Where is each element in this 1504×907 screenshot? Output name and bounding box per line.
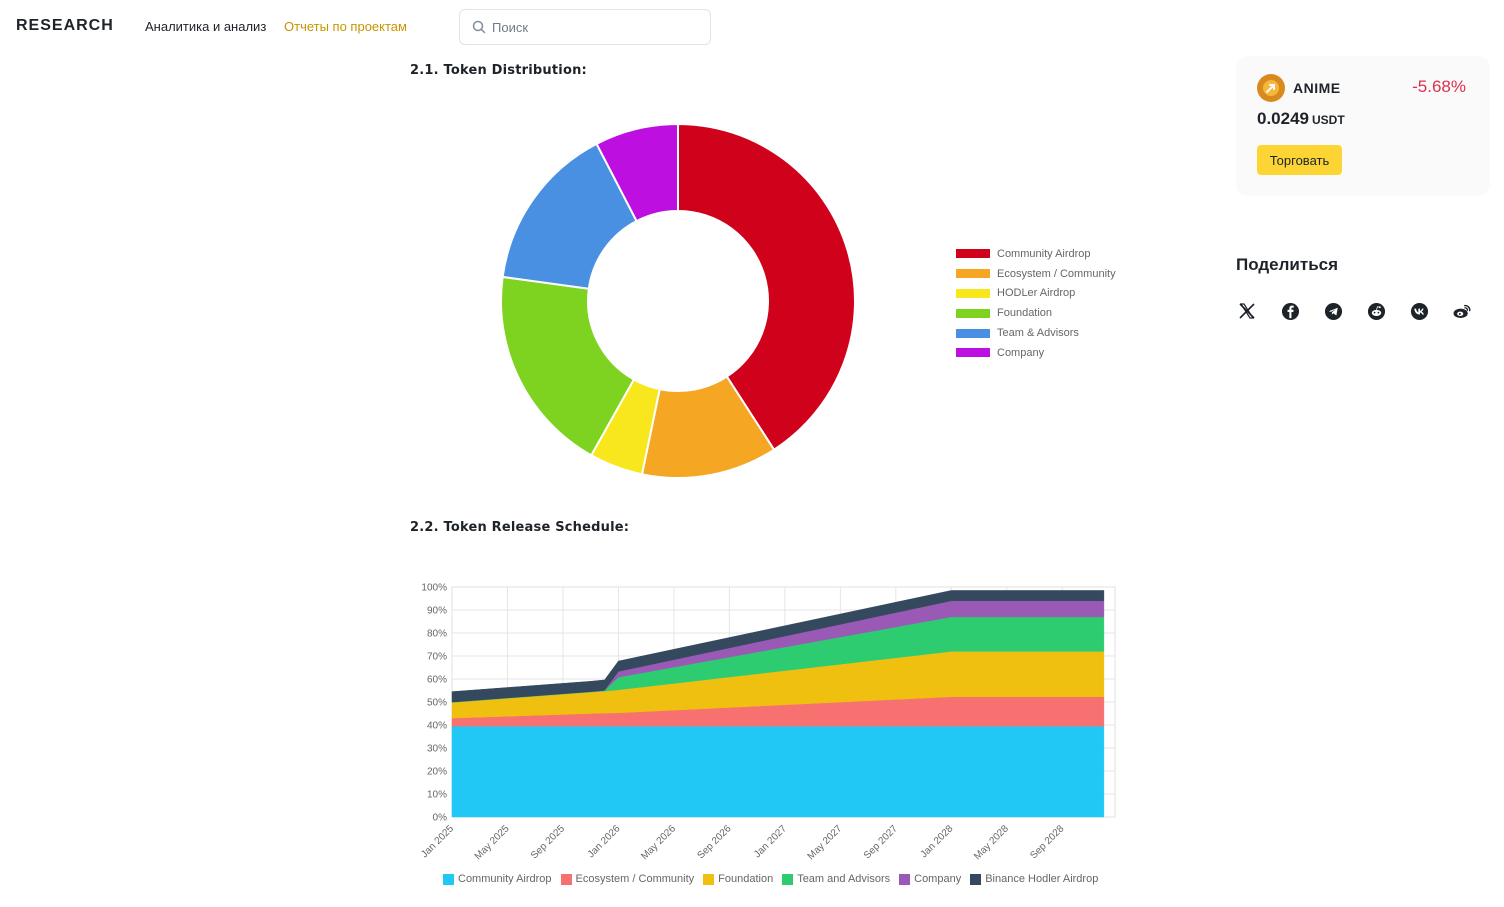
x-tick-label: Sep 2027 [862,823,900,861]
coin-symbol[interactable]: ANIME [1293,80,1341,96]
x-tick-label: May 2028 [972,823,1011,862]
legend-label: Ecosystem / Community [575,873,695,885]
legend-swatch [956,328,990,338]
telegram-icon[interactable] [1322,300,1344,322]
donut-slice-3[interactable] [500,275,636,457]
price-card: ANIME -5.68% 0.0249 USDT Торговать [1236,56,1490,196]
area-series-0[interactable] [451,725,1105,818]
coin-price: 0.0249 USDT [1257,109,1345,129]
share-icons [1236,300,1494,322]
x-tick-label: Jan 2027 [752,823,789,860]
release-legend-item[interactable]: Binance Hodler Airdrop [970,873,1098,885]
reddit-icon[interactable] [1365,300,1387,322]
x-tick-label: Sep 2026 [695,823,733,861]
donut-legend-item[interactable]: Foundation [956,303,1116,323]
release-legend-item[interactable]: Team and Advisors [782,873,890,885]
trade-button[interactable]: Торговать [1257,145,1342,175]
y-tick-label: 20% [427,767,447,778]
legend-swatch [956,249,990,259]
donut-legend-item[interactable]: Community Airdrop [956,244,1116,264]
release-legend: Community Airdrop Ecosystem / Community Fo… [443,873,1107,885]
donut-slice-4[interactable] [501,142,638,290]
legend-label: Binance Hodler Airdrop [985,873,1099,885]
legend-label: Team and Advisors [797,873,891,885]
y-tick-label: 70% [427,652,447,663]
legend-label: Foundation [997,307,1053,320]
y-tick-label: 30% [427,744,447,755]
y-tick-label: 90% [427,606,447,617]
donut-legend: Community Airdrop Ecosystem / Community HO… [956,244,1116,363]
donut-chart [500,122,856,479]
nav-analytics[interactable]: Аналитика и анализ [145,19,267,34]
legend-swatch [956,308,990,318]
price-value: 0.0249 [1257,109,1309,128]
legend-label: Company [997,346,1045,359]
release-legend-item[interactable]: Ecosystem / Community [560,873,695,885]
release-area-chart: 0% 10% 20% 30% 40% 50% 60% 70% 80% 90% 100% Jan 202… [419,583,1116,862]
x-tick-label: Sep 2025 [529,823,567,861]
facebook-icon[interactable] [1279,300,1301,322]
area-series-5[interactable] [451,590,1105,703]
legend-label: Community Airdrop [458,873,552,885]
legend-label: Community Airdrop [997,247,1091,260]
weibo-icon[interactable] [1451,300,1473,322]
donut-slice-0[interactable] [677,122,856,452]
x-tick-label: May 2025 [473,823,512,862]
y-tick-label: 80% [427,629,447,640]
search-input[interactable] [492,19,692,35]
legend-swatch [782,873,794,885]
release-legend-item[interactable]: Company [899,873,961,885]
y-tick-label: 100% [421,583,447,594]
x-tick-label: Jan 2026 [586,823,623,860]
legend-label: Company [914,873,962,885]
donut-legend-item[interactable]: Company [956,343,1116,363]
x-tick-label: May 2026 [639,823,678,862]
release-title: 2.2. Token Release Schedule: [410,520,630,535]
legend-swatch [956,348,990,358]
distribution-title: 2.1. Token Distribution: [410,63,587,78]
share-title: Поделиться [1236,255,1339,274]
x-tick-label: May 2027 [806,823,845,862]
coin-change: -5.68% [1412,77,1466,96]
legend-label: Ecosystem / Community [997,267,1116,280]
donut-legend-item[interactable]: HODLer Airdrop [956,284,1116,304]
anime-coin-icon [1257,74,1285,102]
legend-swatch [970,873,982,885]
legend-swatch [703,873,715,885]
vk-icon[interactable] [1408,300,1430,322]
x-tick-label: Sep 2028 [1028,823,1066,861]
legend-label: HODLer Airdrop [997,287,1076,300]
legend-swatch [899,873,911,885]
legend-swatch [443,873,454,885]
y-tick-label: 40% [427,721,447,732]
nav-reports[interactable]: Отчеты по проектам [284,19,407,34]
legend-label: Foundation [718,873,774,885]
legend-swatch [560,873,572,885]
x-tick-label: Jan 2028 [919,823,956,860]
x-tick-label: Jan 2025 [419,823,456,860]
y-tick-label: 50% [427,698,447,709]
legend-swatch [956,288,990,298]
search-box[interactable] [459,9,711,45]
y-tick-label: 0% [433,813,448,824]
y-tick-label: 60% [427,675,447,686]
release-legend-item[interactable]: Foundation [703,873,773,885]
legend-label: Team & Advisors [997,327,1079,340]
logo[interactable]: RESEARCH [16,17,114,34]
y-tick-label: 10% [427,790,447,801]
price-unit: USDT [1312,113,1345,127]
donut-slice-5[interactable] [595,122,679,223]
legend-swatch [956,269,990,279]
donut-legend-item[interactable]: Ecosystem / Community [956,264,1116,284]
search-icon [472,20,486,34]
release-legend-item[interactable]: Community Airdrop [443,873,552,885]
x-icon[interactable] [1236,300,1258,322]
donut-legend-item[interactable]: Team & Advisors [956,323,1116,343]
